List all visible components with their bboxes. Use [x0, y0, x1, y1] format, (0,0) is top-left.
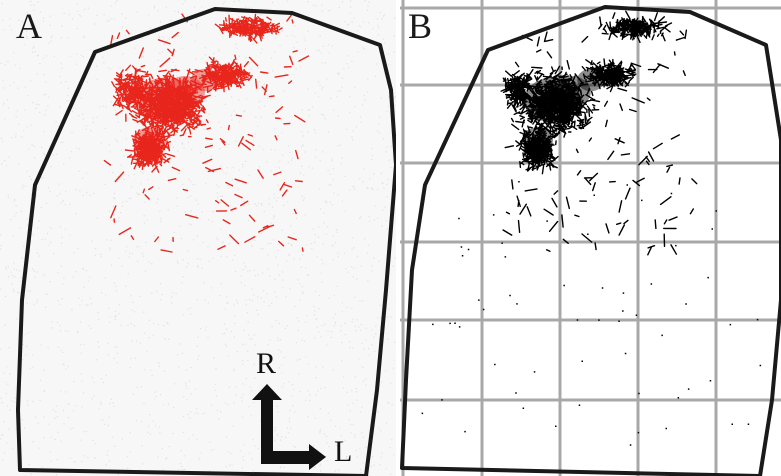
panel-b-image — [400, 0, 781, 476]
orientation-arrow-icon — [252, 384, 326, 470]
panel-a: A R L — [0, 0, 396, 476]
tissue-outline-b — [400, 5, 781, 476]
panel-label-a: A — [16, 6, 42, 46]
panel-a-image — [0, 0, 396, 476]
orientation-label-right: L — [334, 435, 353, 468]
panel-b: B — [400, 0, 781, 476]
panel-label-b: B — [408, 6, 433, 46]
grid-overlay — [400, 0, 781, 476]
panel-divider — [396, 0, 400, 476]
orientation-label-up: R — [256, 347, 277, 380]
tissue-outline-a — [16, 7, 396, 476]
